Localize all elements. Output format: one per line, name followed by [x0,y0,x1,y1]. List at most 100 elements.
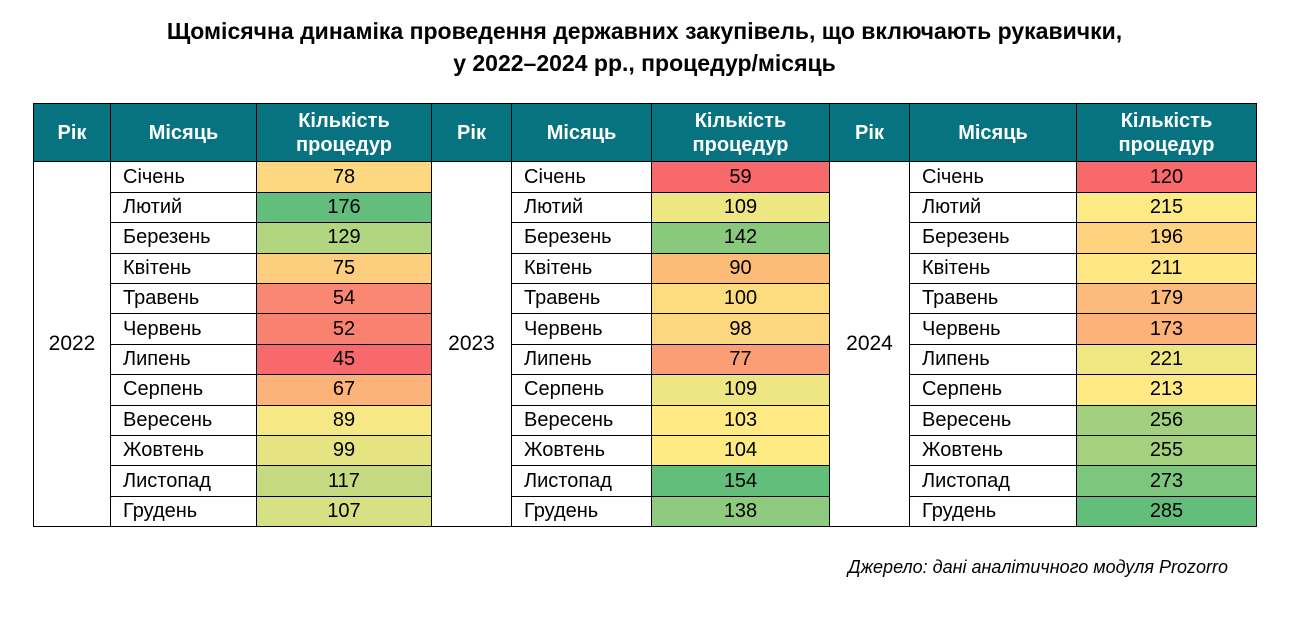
month-cell: Лютий [909,191,1077,224]
count-cell: 213 [1076,374,1257,406]
table-header: Рік Місяць Кількість процедур Рік Місяць Кіль… [33,103,1257,163]
year-cell-2024: 2024 [829,161,910,528]
month-cell: Грудень [511,495,652,528]
month-cell: Січень [511,161,652,193]
month-cell: Листопад [110,465,257,497]
header-month: Місяць [110,103,257,163]
count-cell: 255 [1076,434,1257,467]
count-cell: 273 [1076,465,1257,497]
count-cell: 77 [651,343,830,376]
count-cell: 52 [256,313,432,345]
count-cell: 98 [651,313,830,345]
month-cell: Березень [511,222,652,254]
month-cell: Квітень [110,252,257,285]
header-year: Рік [33,103,111,163]
month-cell: Січень [110,161,257,193]
header-month: Місяць [909,103,1077,163]
chart-title: Щомісячна динаміка проведення державних … [0,16,1289,79]
count-cell: 109 [651,191,830,224]
count-cell: 45 [256,343,432,376]
report-page: Щомісячна динаміка проведення державних … [0,16,1289,628]
header-count: Кількість процедур [256,103,432,163]
month-cell: Липень [909,343,1077,376]
table-row: Лютий 176 Лютий 109 Лютий 215 [34,191,1257,224]
month-cell: Червень [909,313,1077,345]
month-cell: Травень [511,283,652,315]
table-row: Вересень 89 Вересень 103 Вересень 256 [34,404,1257,436]
header-count: Кількість процедур [1076,103,1257,163]
month-cell: Жовтень [110,434,257,467]
count-cell: 89 [256,404,432,436]
year-cell-2022: 2022 [33,161,111,528]
month-cell: Серпень [511,374,652,406]
count-cell: 120 [1076,161,1257,193]
table-row: Листопад 117 Листопад 154 Листопад 273 [34,465,1257,497]
count-cell: 196 [1076,222,1257,254]
month-cell: Грудень [909,495,1077,528]
header-year: Рік [431,103,512,163]
count-cell: 100 [651,283,830,315]
count-cell: 107 [256,495,432,528]
count-cell: 179 [1076,283,1257,315]
month-cell: Серпень [110,374,257,406]
table-body: 2022 Січень 78 2023 Січень 59 2024 Січень 120 Лют… [33,161,1257,528]
count-cell: 256 [1076,404,1257,436]
table-row: Серпень 67 Серпень 109 Серпень 213 [34,374,1257,406]
count-cell: 176 [256,191,432,224]
month-cell: Червень [511,313,652,345]
count-cell: 117 [256,465,432,497]
year-cell-2023: 2023 [431,161,512,528]
month-cell: Липень [110,343,257,376]
header-count: Кількість процедур [651,103,830,163]
count-cell: 285 [1076,495,1257,528]
header-month: Місяць [511,103,652,163]
count-cell: 154 [651,465,830,497]
month-cell: Травень [110,283,257,315]
table-row: Липень 45 Липень 77 Липень 221 [34,343,1257,376]
month-cell: Січень [909,161,1077,193]
month-cell: Квітень [511,252,652,285]
month-cell: Вересень [909,404,1077,436]
chart-title-line-2: у 2022–2024 рр., процедур/місяць [453,49,836,76]
month-cell: Вересень [110,404,257,436]
count-cell: 104 [651,434,830,467]
month-cell: Травень [909,283,1077,315]
count-cell: 173 [1076,313,1257,345]
month-cell: Березень [110,222,257,254]
month-cell: Лютий [110,191,257,224]
header-year: Рік [829,103,910,163]
table-row: Травень 54 Травень 100 Травень 179 [34,283,1257,315]
count-cell: 211 [1076,252,1257,285]
table-row: Квітень 75 Квітень 90 Квітень 211 [34,252,1257,285]
month-cell: Жовтень [909,434,1077,467]
table-row: Жовтень 99 Жовтень 104 Жовтень 255 [34,434,1257,467]
count-cell: 109 [651,374,830,406]
month-cell: Липень [511,343,652,376]
month-cell: Квітень [909,252,1077,285]
month-cell: Лютий [511,191,652,224]
table-row: Грудень 107 Грудень 138 Грудень 285 [34,495,1257,528]
month-cell: Вересень [511,404,652,436]
count-cell: 78 [256,161,432,193]
table-row: Червень 52 Червень 98 Червень 173 [34,313,1257,345]
count-cell: 138 [651,495,830,528]
count-cell: 215 [1076,191,1257,224]
count-cell: 54 [256,283,432,315]
count-cell: 221 [1076,343,1257,376]
count-cell: 59 [651,161,830,193]
count-cell: 67 [256,374,432,406]
procurement-heatmap-table: Рік Місяць Кількість процедур Рік Місяць Кіль… [33,103,1257,528]
count-cell: 103 [651,404,830,436]
month-cell: Серпень [909,374,1077,406]
month-cell: Листопад [909,465,1077,497]
count-cell: 142 [651,222,830,254]
count-cell: 99 [256,434,432,467]
month-cell: Червень [110,313,257,345]
month-cell: Березень [909,222,1077,254]
count-cell: 129 [256,222,432,254]
count-cell: 90 [651,252,830,285]
count-cell: 75 [256,252,432,285]
chart-title-line-1: Щомісячна динаміка проведення державних … [166,18,1123,44]
month-cell: Грудень [110,495,257,528]
source-note: Джерело: дані аналітичного модуля Prozor… [847,557,1228,578]
